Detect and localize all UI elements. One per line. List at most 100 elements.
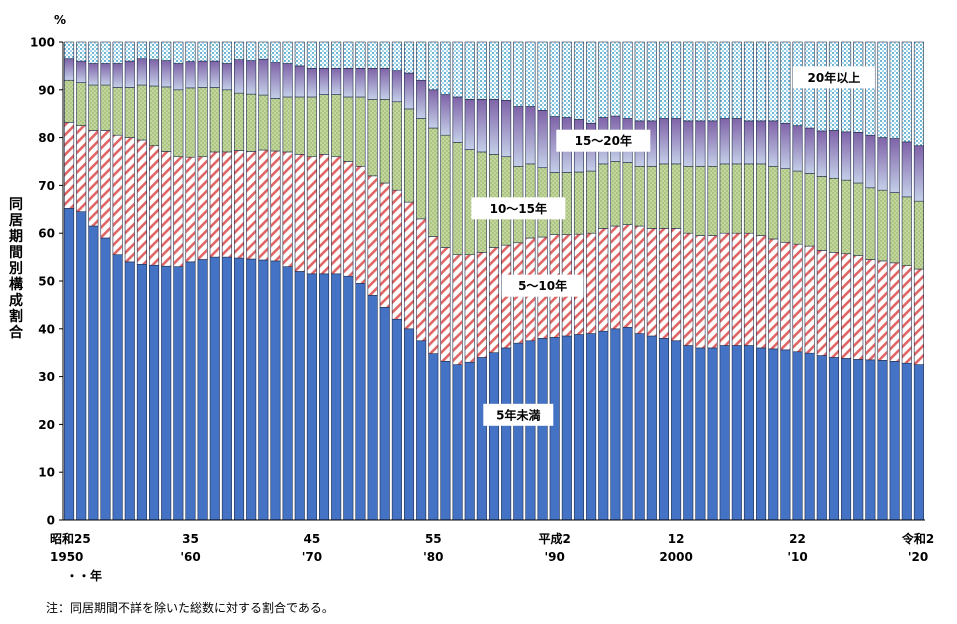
bar-segment-1-41 (549, 337, 560, 521)
bar-segment-5-25 (355, 41, 366, 69)
bar-segment-3-30 (416, 118, 427, 220)
bar-segment-2-67 (865, 259, 876, 361)
bar-segment-1-4 (100, 237, 111, 521)
bar-segment-1-49 (646, 335, 657, 521)
bar-segment-1-26 (367, 295, 378, 521)
bar-segment-2-1 (64, 122, 75, 209)
bar-segment-1-12 (197, 259, 208, 521)
bar-segment-3-28 (391, 101, 402, 191)
bar-segment-1-2 (76, 211, 87, 521)
bar-segment-4-32 (440, 94, 451, 136)
bar-segment-4-61 (792, 125, 803, 172)
bar-segment-2-13 (209, 151, 220, 258)
bar-segment-5-33 (452, 41, 463, 98)
bar-segment-1-55 (719, 345, 730, 521)
bar-segment-5-53 (695, 41, 706, 122)
bar-segment-3-54 (707, 165, 718, 236)
bar-segment-2-24 (343, 161, 354, 277)
bar-segment-5-69 (889, 41, 900, 139)
bar-segment-3-16 (246, 93, 257, 152)
bar-segment-2-54 (707, 235, 718, 349)
bar-segment-1-53 (695, 347, 706, 521)
x-tick-label-1-0: 35 (182, 532, 199, 546)
bar-segment-1-62 (804, 352, 815, 521)
bar-segment-1-42 (561, 335, 572, 521)
bar-segment-4-19 (282, 63, 293, 98)
bar-segment-5-50 (658, 41, 670, 119)
bar-segment-3-68 (877, 189, 888, 262)
bar-segment-3-12 (197, 87, 208, 158)
bar-segment-3-17 (258, 94, 269, 151)
bar-segment-4-66 (853, 132, 864, 184)
bar-segment-4-4 (100, 63, 111, 86)
bar-segment-4-15 (234, 59, 245, 94)
bar-segment-5-59 (768, 41, 779, 122)
bar-segment-1-29 (403, 328, 415, 521)
bar-segment-1-60 (780, 349, 791, 521)
bar-segment-1-13 (209, 256, 220, 521)
bar-segment-3-1 (64, 79, 75, 123)
bar-segment-3-59 (768, 165, 779, 240)
bar-segment-1-10 (173, 266, 184, 521)
bar-segment-4-40 (537, 110, 548, 169)
bar-segment-1-63 (816, 355, 827, 521)
bar-segment-3-52 (683, 165, 694, 234)
bar-segment-1-57 (743, 345, 754, 521)
bar-segment-5-51 (671, 41, 682, 119)
bar-segment-2-17 (258, 149, 269, 261)
bar-segment-1-23 (331, 273, 342, 521)
bar-segment-3-23 (331, 94, 342, 158)
segment-label-box-4 (556, 129, 651, 152)
bar-segment-1-50 (658, 338, 670, 521)
y-tick-label-0: 0 (47, 514, 55, 528)
bar-segment-3-33 (452, 142, 463, 256)
bar-segment-3-29 (403, 108, 415, 203)
x-tick-label-4-0: 平成2 (539, 531, 571, 546)
bar-segment-2-64 (828, 252, 839, 358)
bar-segment-2-14 (221, 151, 232, 258)
bar-segment-1-22 (318, 273, 330, 521)
segment-label-box-2 (501, 274, 584, 297)
x-tick-label-7-0: 令和2 (901, 531, 934, 546)
bar-segment-5-71 (913, 41, 924, 147)
y-tick-label-2: 20 (38, 418, 55, 432)
bar-segment-2-48 (634, 225, 645, 334)
bar-segment-1-61 (792, 351, 803, 521)
y-axis-title: 同居期間別構成割合 (8, 197, 24, 341)
bar-segment-4-29 (403, 72, 415, 110)
bar-segment-2-70 (901, 265, 912, 364)
bar-segment-4-9 (161, 60, 172, 88)
bar-segment-4-54 (707, 120, 718, 167)
bar-segment-1-21 (306, 273, 317, 521)
bar-segment-4-6 (124, 60, 135, 88)
x-tick-label-6-0: 22 (789, 532, 806, 546)
bar-segment-5-14 (221, 41, 232, 64)
bar-segment-5-3 (88, 41, 99, 64)
x-tick-label-1-1: '60 (180, 550, 200, 564)
y-tick-label-3: 30 (38, 370, 55, 384)
bar-segment-1-36 (488, 352, 500, 521)
bar-segment-2-28 (391, 189, 402, 320)
bar-segment-5-58 (756, 41, 767, 122)
bar-segment-4-60 (780, 122, 791, 169)
y-tick-label-7: 70 (38, 179, 55, 193)
bar-segment-5-11 (185, 41, 196, 62)
bar-segment-5-9 (161, 41, 172, 61)
bar-segment-2-26 (367, 175, 378, 296)
bar-segment-4-5 (112, 63, 123, 88)
x-tick-label-3-1: '80 (423, 550, 443, 564)
bar-segment-3-3 (88, 84, 99, 131)
bar-segment-3-70 (901, 196, 912, 266)
bar-segment-1-33 (452, 364, 463, 521)
bar-segment-3-27 (379, 99, 390, 184)
bar-segment-3-18 (270, 98, 281, 152)
bar-segment-1-30 (416, 340, 427, 521)
segment-label-box-5 (792, 66, 875, 89)
bar-segment-2-36 (488, 247, 500, 353)
bar-segment-2-55 (719, 232, 730, 346)
bar-segment-4-37 (501, 100, 512, 158)
bar-segment-1-54 (707, 347, 718, 521)
bar-segment-4-22 (318, 67, 330, 95)
bar-segment-1-17 (258, 259, 269, 521)
bar-segment-5-20 (294, 41, 305, 67)
